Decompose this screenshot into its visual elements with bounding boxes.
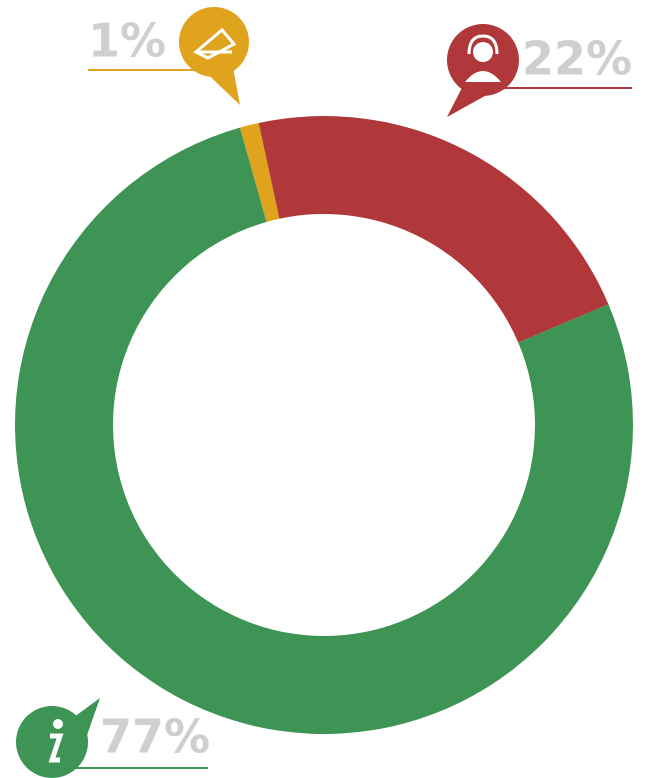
- donut-segment: [14, 127, 633, 735]
- value-label: 22%: [522, 32, 632, 86]
- icon-email: [179, 7, 249, 105]
- donut-segment: [258, 116, 609, 343]
- donut-segment: [239, 122, 280, 222]
- icon-support: [447, 24, 519, 117]
- value-label: 77%: [100, 710, 210, 764]
- icon-info: [16, 698, 100, 778]
- value-label: 1%: [88, 14, 166, 68]
